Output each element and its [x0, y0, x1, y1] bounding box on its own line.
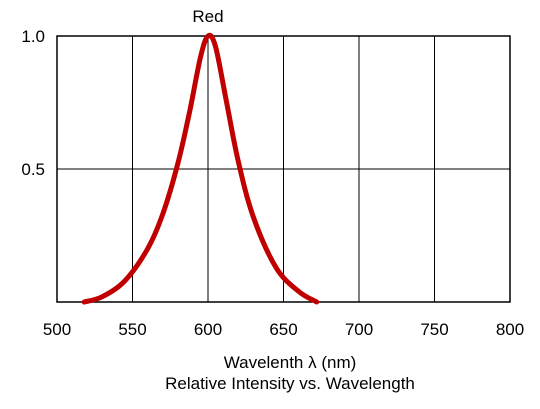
x-tick-labels: 500 550 600 650 700 750 800: [43, 320, 524, 339]
x-tick-label: 800: [496, 320, 524, 339]
x-tick-label: 750: [420, 320, 448, 339]
y-tick-label: 1.0: [21, 27, 45, 46]
x-tick-label: 700: [345, 320, 373, 339]
x-tick-label: 500: [43, 320, 71, 339]
x-tick-label: 550: [118, 320, 146, 339]
x-tick-label: 650: [269, 320, 297, 339]
grid-lines: [57, 36, 510, 302]
series-layer: [81, 32, 320, 305]
y-tick-labels: 0.5 1.0: [21, 27, 45, 179]
series-line-red: [81, 32, 320, 305]
series-label-red: Red: [192, 7, 223, 26]
y-tick-label: 0.5: [21, 160, 45, 179]
x-axis-title: Wavelenth λ (nm): [223, 353, 357, 372]
x-tick-label: 600: [194, 320, 222, 339]
chart-title: Relative Intensity vs. Wavelength: [165, 374, 415, 393]
